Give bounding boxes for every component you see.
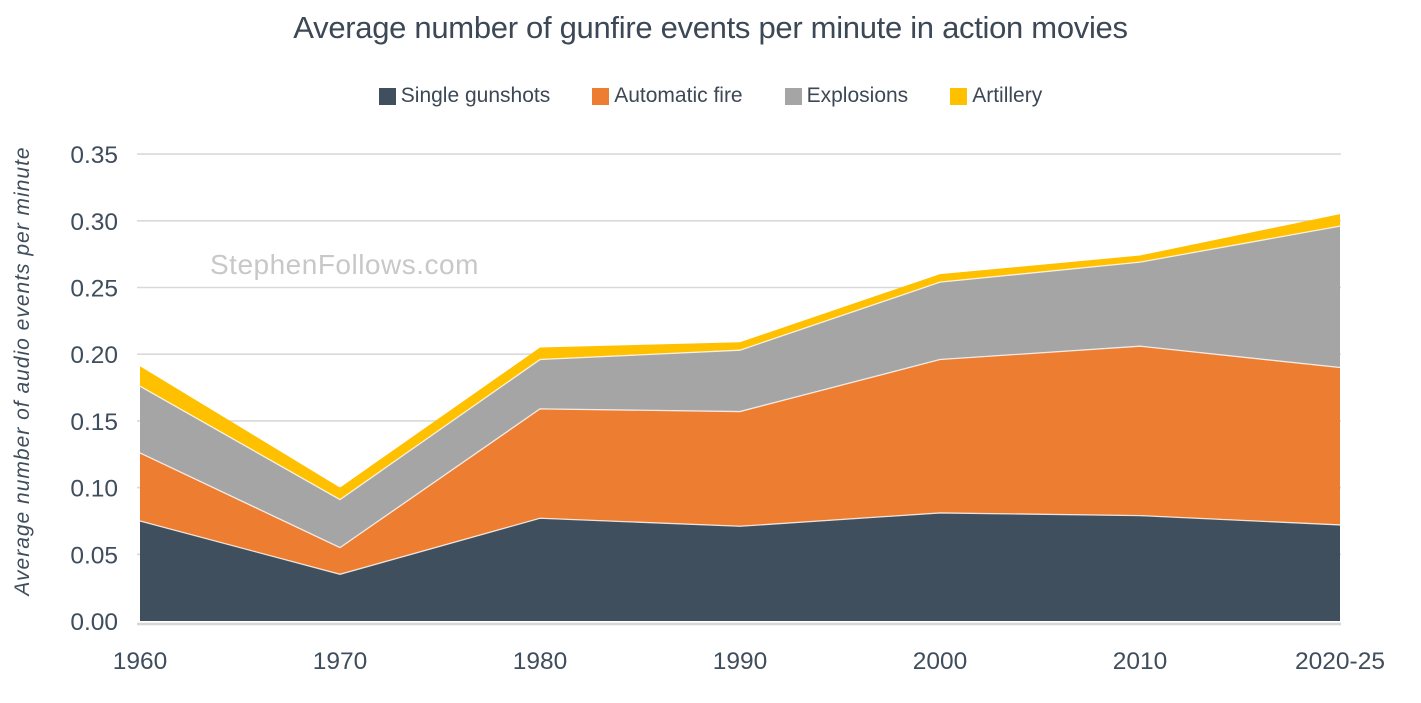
x-tick-label: 1990 <box>713 648 768 675</box>
y-tick-label: 0.35 <box>70 142 118 169</box>
legend-label-automatic-fire: Automatic fire <box>614 84 743 107</box>
area-single-gunshots <box>140 512 1340 621</box>
x-tick-label: 1970 <box>313 648 368 675</box>
band-separators <box>139 225 1341 575</box>
band-separator <box>139 225 1341 501</box>
legend-swatch-artillery-icon <box>950 87 968 105</box>
y-tick-label: 0.05 <box>70 542 118 569</box>
y-tick-label: 0.20 <box>70 342 118 369</box>
y-tick-label: 0.15 <box>70 409 118 436</box>
y-tick-label: 0.30 <box>70 209 118 236</box>
legend-swatch-automatic-fire-icon <box>592 87 610 105</box>
legend-label-explosions: Explosions <box>806 84 909 107</box>
chart-legend: Single gunshots Automatic fire Explosion… <box>0 84 1421 108</box>
band-separator <box>139 345 1341 549</box>
x-tick-label: 1980 <box>513 648 568 675</box>
legend-label-artillery: Artillery <box>972 84 1043 107</box>
x-tick-label: 1960 <box>113 648 168 675</box>
y-tick-label: 0.10 <box>70 476 118 503</box>
area-bands <box>140 214 1340 621</box>
area-artillery <box>140 214 1340 500</box>
area-explosions <box>140 226 1340 548</box>
band-separator <box>139 512 1341 575</box>
legend-label-single-gunshots: Single gunshots <box>400 84 551 107</box>
legend-swatch-explosions-icon <box>784 87 802 105</box>
legend-item-explosions: Explosions <box>784 84 909 108</box>
legend-swatch-single-gunshots-icon <box>378 87 396 105</box>
y-tick-labels: 0.00 0.05 0.10 0.15 0.20 0.25 0.30 0.35 <box>70 142 118 636</box>
x-tick-label: 2020-25 <box>1295 648 1385 675</box>
legend-item-artillery: Artillery <box>950 84 1042 108</box>
chart-title: Average number of gunfire events per min… <box>293 10 1128 45</box>
area-automatic-fire <box>140 346 1340 575</box>
x-tick-label: 2000 <box>913 648 968 675</box>
x-tick-label: 2010 <box>1113 648 1168 675</box>
legend-item-automatic-fire: Automatic fire <box>592 84 743 108</box>
y-tick-label: 0.25 <box>70 276 118 303</box>
watermark: StephenFollows.com <box>210 249 479 280</box>
legend-item-single-gunshots: Single gunshots <box>378 84 551 108</box>
x-tick-labels: 1960 1970 1980 1990 2000 2010 2020-25 <box>113 648 1385 675</box>
y-tick-label: 0.00 <box>70 609 118 636</box>
